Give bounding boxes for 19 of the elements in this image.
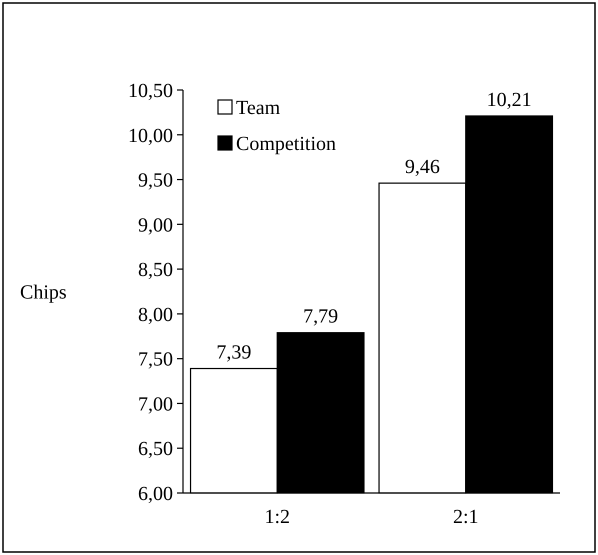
x-tick-label: 1:2	[264, 506, 290, 528]
y-tick-label: 10,50	[128, 80, 173, 102]
data-label: 10,21	[486, 88, 532, 111]
y-tick-label: 9,50	[138, 170, 173, 192]
data-label: 9,46	[404, 156, 440, 178]
y-tick-label: 9,00	[138, 214, 173, 236]
y-tick-label: 8,00	[138, 304, 173, 326]
x-tick-label: 2:1	[452, 506, 479, 528]
legend-label: Competition	[236, 133, 336, 155]
y-tick-label: 10,00	[128, 124, 173, 147]
y-tick-label: 7,00	[138, 393, 173, 416]
data-label: 7,79	[303, 306, 338, 328]
y-tick-label: 6,50	[138, 438, 173, 460]
legend-label: Team	[236, 97, 281, 119]
y-tick-label: 7,50	[138, 348, 173, 371]
y-tick-label: 6,00	[138, 483, 173, 505]
y-axis-title: Chips	[20, 282, 67, 304]
y-tick-label: 8,50	[138, 259, 173, 282]
data-label: 7,39	[216, 342, 252, 364]
